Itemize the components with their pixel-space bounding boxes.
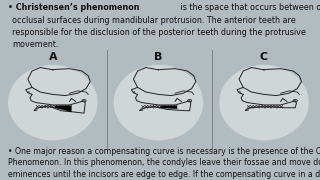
Ellipse shape	[8, 65, 98, 140]
Text: • Christensen’s phenomenon: • Christensen’s phenomenon	[8, 3, 140, 12]
Ellipse shape	[219, 65, 309, 140]
Ellipse shape	[114, 65, 203, 140]
Text: is the space that occurs between opposing: is the space that occurs between opposin…	[178, 3, 320, 12]
Polygon shape	[160, 106, 177, 109]
Text: occlusal surfaces during mandibular protrusion. The anterior teeth are
responsib: occlusal surfaces during mandibular prot…	[12, 16, 306, 49]
Text: B: B	[154, 52, 163, 62]
Polygon shape	[55, 106, 72, 112]
Text: C: C	[260, 52, 268, 62]
Text: • One major reason a compensating curve is necessary is the presence of the Chri: • One major reason a compensating curve …	[8, 147, 320, 180]
Text: A: A	[49, 52, 57, 62]
